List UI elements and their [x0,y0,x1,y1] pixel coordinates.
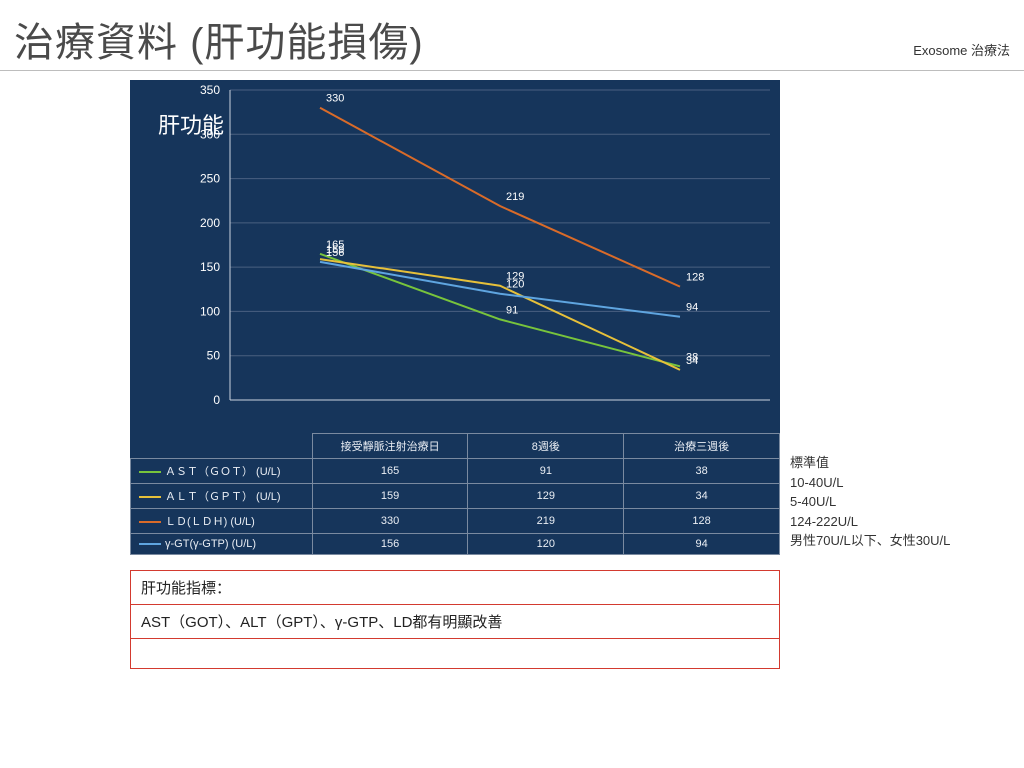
svg-text:300: 300 [200,127,220,141]
table-col-header: 治療三週後 [624,434,780,459]
reference-line: 5-40U/L [790,492,950,512]
svg-text:219: 219 [506,191,524,203]
reference-line: 10-40U/L [790,473,950,493]
table-col-header: 接受靜脈注射治療日 [312,434,468,459]
reference-line: 124-222U/L [790,512,950,532]
table-corner [131,434,313,459]
svg-text:250: 250 [200,172,220,186]
table-row: ＡＬＴ（ＧＰＴ） (U/L)15912934 [131,484,780,509]
svg-text:0: 0 [213,393,220,407]
series-label: ＡＬＴ（ＧＰＴ） (U/L) [131,484,313,509]
table-row: γ-GT(γ-GTP) (U/L)15612094 [131,534,780,555]
svg-text:200: 200 [200,216,220,230]
table-cell: 156 [312,534,468,555]
table-row: ＬＤ(ＬＤＨ) (U/L)330219128 [131,509,780,534]
svg-text:100: 100 [200,304,220,318]
table-cell: 120 [468,534,624,555]
data-table: 接受靜脈注射治療日8週後治療三週後ＡＳＴ（ＧＯＴ） (U/L)1659138ＡＬ… [130,433,780,555]
svg-text:91: 91 [506,304,518,316]
notes-line-2: AST（GOT）、ALT（GPT）、γ-GTP、LD都有明顯改善 [131,605,779,639]
reference-heading: 標準值 [790,453,950,473]
table-cell: 91 [468,459,624,484]
svg-text:94: 94 [686,302,698,314]
notes-line-1: 肝功能指標： [131,571,779,605]
table-cell: 129 [468,484,624,509]
svg-text:50: 50 [207,349,221,363]
table-cell: 159 [312,484,468,509]
table-cell: 128 [624,509,780,534]
series-label: ＬＤ(ＬＤＨ) (U/L) [131,509,313,534]
svg-text:128: 128 [686,272,704,284]
table-cell: 165 [312,459,468,484]
table-cell: 330 [312,509,468,534]
table-row: ＡＳＴ（ＧＯＴ） (U/L)1659138 [131,459,780,484]
table-cell: 38 [624,459,780,484]
slide: 治療資料 (肝功能損傷) Exosome 治療法 肝功能 05010015020… [0,0,1024,768]
series-label: ＡＳＴ（ＧＯＴ） (U/L) [131,459,313,484]
svg-text:120: 120 [506,279,524,291]
page-title: 治療資料 (肝功能損傷) [14,10,424,68]
reference-values: 標準值 10-40U/L 5-40U/L 124-222U/L 男性70U/L以… [790,453,950,551]
table-cell: 94 [624,534,780,555]
series-label: γ-GT(γ-GTP) (U/L) [131,534,313,555]
svg-text:330: 330 [326,93,344,105]
notes-box: 肝功能指標： AST（GOT）、ALT（GPT）、γ-GTP、LD都有明顯改善 [130,570,780,669]
table-cell: 34 [624,484,780,509]
table-col-header: 8週後 [468,434,624,459]
line-chart: 0501001502002503003501659138159129343302… [130,80,780,420]
reference-line: 男性70U/L以下、女性30U/L [790,531,950,551]
svg-text:156: 156 [326,247,344,259]
table-cell: 219 [468,509,624,534]
notes-line-empty [131,639,779,668]
header-divider [0,70,1024,71]
svg-text:150: 150 [200,260,220,274]
svg-text:34: 34 [686,355,698,367]
chart-panel: 肝功能 050100150200250300350165913815912934… [130,80,780,555]
page-subtitle: Exosome 治療法 [913,40,1010,59]
svg-text:350: 350 [200,83,220,97]
